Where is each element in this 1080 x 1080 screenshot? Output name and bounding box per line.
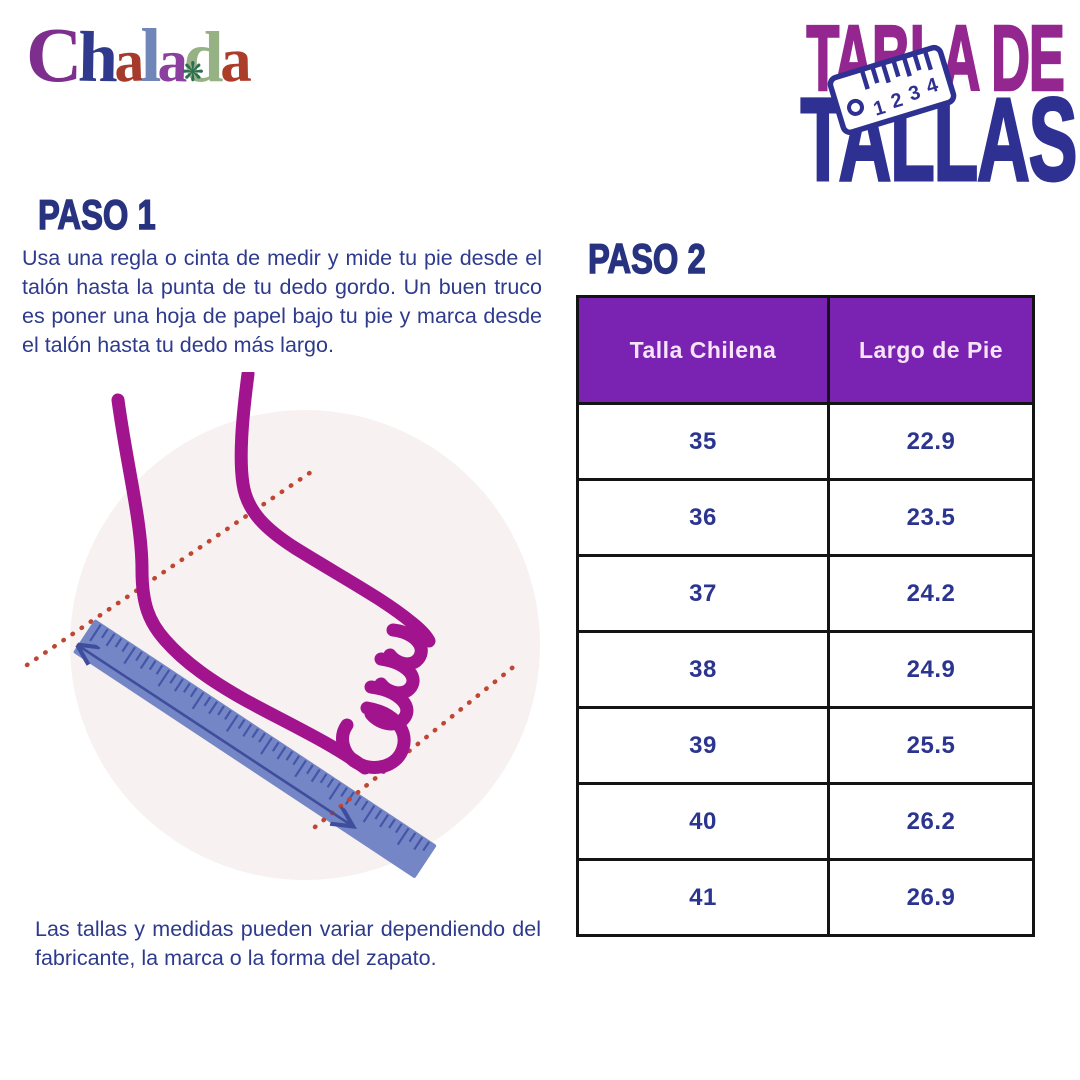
logo-letter: C (26, 11, 82, 98)
table-cell-largo: 23.5 (827, 478, 1035, 557)
table-header-largo: Largo de Pie (827, 295, 1035, 405)
table-header-row: Talla Chilena Largo de Pie (576, 295, 1035, 405)
logo-letter: a (156, 27, 185, 95)
size-table: Talla Chilena Largo de Pie 35 22.9 36 23… (576, 295, 1035, 937)
logo-letter: h (77, 16, 116, 98)
table-cell-largo: 24.9 (827, 630, 1035, 709)
table-cell-largo: 22.9 (827, 402, 1035, 481)
step1-instructions: Usa una regla o cinta de medir y mide tu… (22, 246, 542, 357)
table-header-talla: Talla Chilena (576, 295, 830, 405)
table-cell-largo: 24.2 (827, 554, 1035, 633)
table-row: 40 26.2 (576, 782, 1035, 861)
table-cell-talla: 36 (576, 478, 830, 557)
table-row: 36 23.5 (576, 478, 1035, 557)
step1-heading: PASO 1 (37, 191, 156, 238)
flower-icon: ❋ (181, 57, 205, 88)
table-row: 38 24.9 (576, 630, 1035, 709)
foot-measurement-illustration (24, 372, 540, 880)
logo-letter: l (140, 14, 161, 98)
table-row: 37 24.2 (576, 554, 1035, 633)
logo-letter: a (113, 27, 142, 95)
table-cell-talla: 39 (576, 706, 830, 785)
illustration-background-circle (70, 410, 540, 880)
table-cell-talla: 35 (576, 402, 830, 481)
table-cell-largo: 25.5 (827, 706, 1035, 785)
step2-heading: PASO 2 (587, 235, 706, 282)
table-cell-largo: 26.9 (827, 858, 1035, 937)
table-cell-talla: 40 (576, 782, 830, 861)
table-row: 35 22.9 (576, 402, 1035, 481)
logo-letter: d (183, 17, 224, 97)
foot-outline (111, 372, 436, 775)
badge-number: 1 (871, 96, 888, 120)
badge-number: 3 (906, 81, 923, 105)
badge-number: 2 (888, 89, 905, 113)
table-cell-largo: 26.2 (827, 782, 1035, 861)
table-row: 39 25.5 (576, 706, 1035, 785)
table-row: 41 26.9 (576, 858, 1035, 937)
disclaimer-note: Las tallas y medidas pueden variar depen… (35, 917, 541, 970)
heel-guide-dotted-line (24, 469, 314, 668)
measurement-arrow (79, 646, 351, 825)
measuring-tape-icon: 1 2 3 4 (827, 44, 957, 136)
brand-logo: Chalad ❋ a (26, 16, 248, 98)
logo-letter: a (218, 24, 248, 96)
table-cell-talla: 38 (576, 630, 830, 709)
table-cell-talla: 41 (576, 858, 830, 937)
table-cell-talla: 37 (576, 554, 830, 633)
